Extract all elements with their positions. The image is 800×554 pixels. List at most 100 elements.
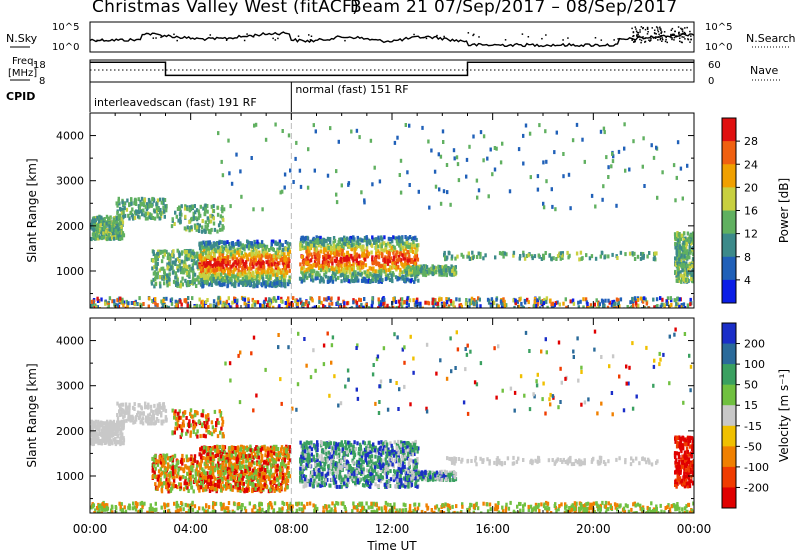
- power-cell: [683, 254, 686, 259]
- power-cell: [252, 281, 256, 286]
- velocity-cell: [189, 457, 192, 462]
- power-cell: [475, 301, 478, 306]
- power-cell: [266, 268, 270, 273]
- velocity-cell: [170, 486, 174, 491]
- power-cell: [192, 273, 195, 278]
- power-cell: [268, 297, 271, 302]
- velocity-cell: [151, 466, 155, 470]
- power-cell: [272, 259, 275, 264]
- power-cell: [687, 238, 691, 243]
- power-cell: [512, 250, 516, 255]
- power-cell: [184, 264, 187, 269]
- velocity-cell: [178, 482, 181, 487]
- power-cell: [160, 266, 163, 271]
- power-cell: [552, 306, 555, 308]
- power-cell: [403, 241, 407, 246]
- power-cell: [162, 274, 165, 279]
- power-cell: [233, 249, 236, 254]
- power-cell: [684, 250, 687, 255]
- velocity-cell: [155, 410, 158, 415]
- power-cell: [615, 306, 618, 308]
- power-cell: [670, 298, 673, 303]
- power-cell: [323, 253, 326, 258]
- power-cell: [430, 148, 433, 153]
- power-cell: [108, 224, 111, 229]
- power-cell: [172, 254, 175, 259]
- noise-search-dot: [680, 27, 682, 30]
- power-cell: [99, 223, 102, 227]
- power-cell: [420, 269, 423, 274]
- power-cell: [606, 305, 610, 308]
- power-cell: [253, 246, 257, 251]
- power-cell: [421, 265, 424, 270]
- power-cell: [346, 243, 349, 247]
- power-cell: [300, 266, 304, 271]
- power-cell: [339, 237, 342, 242]
- power-cell: [209, 260, 212, 265]
- power-cell: [207, 277, 210, 281]
- noise-search-dot: [173, 33, 175, 36]
- noise-search-dot: [665, 36, 667, 39]
- power-cell: [446, 255, 449, 260]
- power-cell: [120, 224, 123, 229]
- power-cell: [313, 259, 317, 264]
- power-cell: [163, 214, 166, 219]
- velocity-cell: [134, 417, 138, 422]
- power-cell: [475, 304, 479, 308]
- power-cell: [384, 243, 388, 247]
- power-cell: [94, 236, 97, 241]
- power-cell: [339, 269, 342, 274]
- power-cell: [267, 271, 271, 276]
- power-cell: [201, 299, 204, 304]
- power-cell: [231, 256, 234, 261]
- cpid-label: CPID: [6, 90, 35, 103]
- velocity-cell: [98, 432, 102, 436]
- power-cell: [391, 261, 394, 266]
- noise-search-dot: [681, 28, 684, 30]
- power-cell: [347, 279, 350, 284]
- power-cell: [302, 301, 305, 306]
- power-cell: [231, 250, 235, 254]
- power-cell: [377, 279, 380, 284]
- power-cell: [318, 273, 321, 278]
- power-cell: [674, 241, 677, 246]
- power-cell: [282, 273, 285, 278]
- power-cell: [311, 278, 315, 283]
- power-cell: [163, 198, 167, 202]
- power-cell: [299, 247, 302, 251]
- power-cell: [475, 299, 478, 304]
- power-cell: [166, 279, 169, 284]
- power-cell: [676, 140, 680, 145]
- power-cell: [306, 303, 309, 308]
- velocity-cell: [160, 471, 164, 476]
- velocity-cell: [161, 455, 164, 460]
- power-cell: [307, 253, 310, 258]
- nave-scale-bottom: 0: [708, 76, 714, 87]
- power-cell: [166, 283, 169, 288]
- power-cell: [300, 254, 304, 259]
- power-cell: [200, 266, 203, 271]
- velocity-cell: [157, 409, 160, 413]
- power-cell: [553, 302, 556, 307]
- power-cell: [692, 257, 694, 262]
- power-cell: [678, 297, 682, 302]
- power-cell: [328, 268, 331, 273]
- power-cell: [394, 265, 398, 270]
- power-cell: [223, 268, 227, 273]
- power-cell: [174, 258, 178, 263]
- velocity-cell: [163, 457, 167, 462]
- velocity-cell: [153, 421, 156, 426]
- power-cell: [343, 304, 346, 308]
- power-cell: [229, 204, 232, 209]
- velocity-cell: [196, 463, 199, 468]
- velocity-cell: [109, 435, 112, 440]
- power-cell: [336, 243, 340, 247]
- power-cell: [352, 300, 355, 305]
- power-cell: [125, 299, 128, 304]
- power-cell: [482, 158, 485, 163]
- power-cell: [287, 254, 291, 259]
- power-cell: [108, 296, 112, 301]
- power-cell: [348, 262, 351, 267]
- power-cell: [433, 169, 437, 174]
- power-cell: [316, 238, 319, 243]
